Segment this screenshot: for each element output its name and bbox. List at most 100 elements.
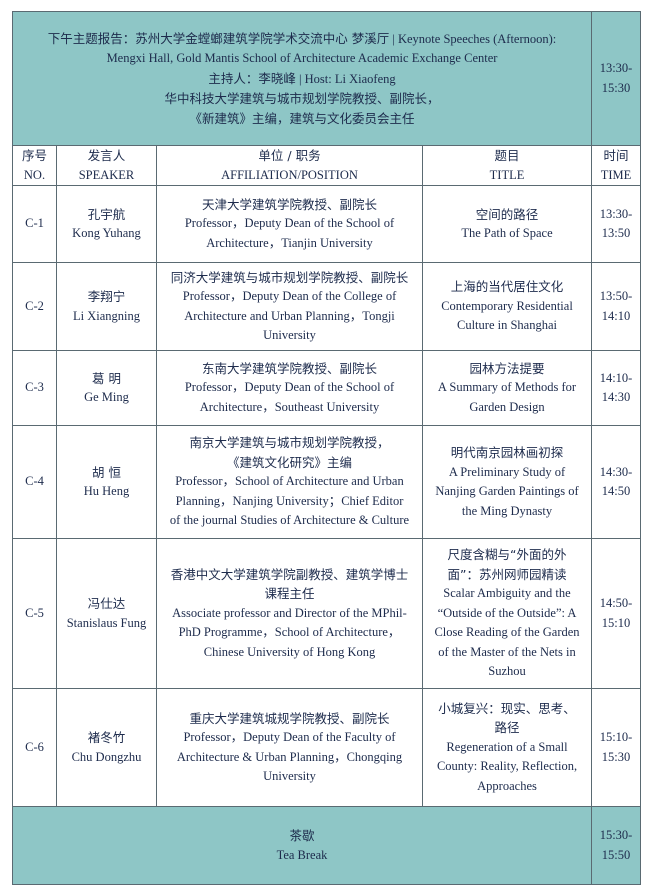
time-slot: 13:30- 13:50 [591, 185, 642, 263]
title-line: Culture in Shanghai [457, 318, 557, 333]
affiliation-line: 同济大学建筑与城市规划学院教授、副院长 [170, 269, 409, 285]
title-line: Approaches [477, 778, 537, 793]
time-start: 13:30- [599, 61, 633, 75]
title-line: 园林方法提要 [469, 360, 545, 376]
col-title-zh: 题目 [494, 148, 520, 163]
speaker-name-en: Li Xiangning [72, 308, 140, 323]
affiliation: 重庆大学建筑城规学院教授、副院长 Professor，Deputy Dean of… [156, 688, 423, 807]
row-no: C-6 [12, 688, 57, 807]
affiliation: 香港中文大学建筑学院副教授、建筑学博士 课程主任 Associate profess… [156, 538, 423, 689]
speaker: 褚冬竹 Chu Dongzhu [56, 688, 157, 807]
title-line: of the Master of the Nets in [438, 644, 576, 659]
title-line: Suzhou [488, 664, 526, 679]
tea-break-row: 茶歇 Tea Break 15:30- 15:50 [11, 806, 642, 885]
row-number: C-3 [25, 380, 44, 395]
speaker: 葛 明 Ge Ming [56, 350, 157, 426]
affiliation-line: Architecture & Urban Planning，Chongqing [176, 749, 403, 764]
time-slot: 13:50- 14:10 [591, 262, 642, 351]
time-end: 14:30 [601, 390, 631, 404]
table-row: C-3 葛 明 Ge Ming 东南大学建筑学院教授、副院长 Professor，Dep… [12, 350, 642, 426]
title-line: Close Reading of the Garden [434, 625, 580, 640]
tea-break-time: 15:30- 15:50 [591, 806, 642, 885]
row-number: C-4 [25, 474, 44, 489]
affiliation: 天津大学建筑学院教授、副院长 Professor，Deputy Dean of t… [156, 185, 423, 263]
talk-title: 上海的当代居住文化 Contemporary Residential Culture… [421, 262, 593, 351]
affiliation-line: Professor，Deputy Dean of the School of [184, 380, 395, 395]
table-row: C-1 孔宇航 Kong Yuhang 天津大学建筑学院教授、副院长 Professor… [12, 185, 642, 263]
affiliation-line: Planning，Nanjing University；Chief Editor [175, 493, 404, 508]
speaker-name-zh: 冯仕达 [87, 596, 126, 611]
col-time-zh: 时间 [603, 148, 629, 163]
affiliation-line: Professor，School of Architecture and Urb… [175, 474, 404, 489]
session-header-row: 下午主题报告：苏州大学金螳螂建筑学院学术交流中心 梦溪厅 | Keynote S… [11, 11, 642, 146]
speaker-name-zh: 孔宇航 [87, 206, 126, 222]
col-affiliation: 单位 / 职务 AFFILIATION/POSITION [156, 145, 423, 186]
affiliation-line: PhD Programme，School of Architecture， [178, 625, 401, 640]
session-title-zh: 下午主题报告：苏州大学金螳螂建筑学院学术交流中心 梦溪厅 [47, 30, 390, 46]
affiliation-line: 重庆大学建筑城规学院教授、副院长 [189, 710, 390, 726]
session-title-en: | Keynote Speeches (Afternoon): [392, 31, 557, 46]
time-end: 15:50 [601, 847, 631, 862]
title-line: 空间的路径 [475, 206, 539, 222]
time-start: 15:30- [599, 828, 633, 842]
title-line: the Ming Dynasty [461, 503, 553, 518]
col-speaker-en: SPEAKER [78, 167, 135, 182]
speaker-name-en: Ge Ming [84, 390, 129, 404]
title-line: Contemporary Residential [441, 298, 573, 313]
affiliation-line: Associate professor and Director of the … [172, 605, 407, 620]
speaker-name-zh: 褚冬竹 [87, 730, 126, 745]
affiliation-line: Chinese University of Hong Kong [203, 644, 376, 659]
speaker-name-zh: 葛 明 [92, 370, 121, 386]
talk-title: 明代南京园林画初探 A Preliminary Study of Nanjing G… [421, 425, 593, 539]
row-no: C-1 [12, 185, 57, 263]
speaker: 孔宇航 Kong Yuhang [56, 185, 157, 263]
affiliation-line: 课程主任 [264, 586, 315, 602]
time-slot: 14:10- 14:30 [591, 350, 642, 426]
row-number: C-6 [25, 739, 44, 754]
time-slot: 14:50- 15:10 [591, 538, 642, 689]
title-line: The Path of Space [461, 226, 553, 240]
title-line: 面”：苏州网师园精读 [447, 566, 567, 582]
talk-title: 小城复兴：现实、思考、 路径 Regeneration of a Small Coun… [421, 688, 593, 807]
row-number: C-2 [25, 298, 44, 313]
title-line: 小城复兴：现实、思考、 [438, 700, 576, 716]
speaker: 李翔宁 Li Xiangning [56, 262, 157, 351]
affiliation-line: Architecture，Tianjin University [206, 235, 373, 250]
session-time: 13:30- 15:30 [591, 11, 642, 146]
session-info: 下午主题报告：苏州大学金螳螂建筑学院学术交流中心 梦溪厅 | Keynote S… [11, 11, 593, 146]
time-end: 13:50 [601, 226, 631, 240]
col-title: 题目 TITLE [421, 145, 593, 186]
speaker-name-zh: 胡 恒 [92, 464, 121, 480]
time-start: 14:10- [599, 370, 633, 385]
time-start: 15:10- [599, 730, 633, 744]
affiliation-line: 东南大学建筑学院教授、副院长 [201, 360, 377, 376]
time-end: 14:10 [601, 308, 631, 323]
time-slot: 15:10- 15:30 [591, 688, 642, 807]
time-slot: 14:30- 14:50 [591, 425, 642, 539]
column-header-row: 序号 NO. 发言人 SPEAKER 单位 / 职务 AFFILIATION/POSI… [12, 145, 642, 186]
col-speaker: 发言人 SPEAKER [56, 145, 157, 186]
talk-title: 园林方法提要 A Summary of Methods for Garden Des… [421, 350, 593, 426]
title-line: Scalar Ambiguity and the [443, 586, 571, 601]
affiliation-line: 《建筑文化研究》主编 [226, 454, 352, 470]
host-affiliation-1: 华中科技大学建筑与城市规划学院教授、副院长， [164, 91, 440, 107]
time-start: 13:50- [599, 289, 633, 303]
col-no-zh: 序号 [21, 148, 47, 163]
time-start: 14:30- [599, 464, 633, 479]
tea-break-zh: 茶歇 [289, 828, 315, 843]
title-line: A Preliminary Study of [448, 464, 566, 479]
affiliation: 东南大学建筑学院教授、副院长 Professor，Deputy Dean of t… [156, 350, 423, 426]
schedule-table: 下午主题报告：苏州大学金螳螂建筑学院学术交流中心 梦溪厅 | Keynote S… [11, 11, 642, 885]
affiliation: 同济大学建筑与城市规划学院教授、副院长 Professor，Deputy Dean… [156, 262, 423, 351]
row-number: C-5 [25, 605, 44, 620]
speaker-name-zh: 李翔宁 [87, 289, 126, 304]
tea-break: 茶歇 Tea Break [11, 806, 593, 885]
time-end: 15:30 [601, 80, 631, 95]
title-line: Garden Design [469, 399, 545, 414]
row-number: C-1 [25, 216, 44, 231]
affiliation-line: University [263, 769, 316, 783]
time-start: 14:50- [599, 596, 633, 610]
affiliation-line: of the journal Studies of Architecture &… [169, 513, 410, 528]
tea-break-en: Tea Break [276, 847, 328, 862]
col-affil-zh: 单位 / 职务 [258, 148, 321, 163]
